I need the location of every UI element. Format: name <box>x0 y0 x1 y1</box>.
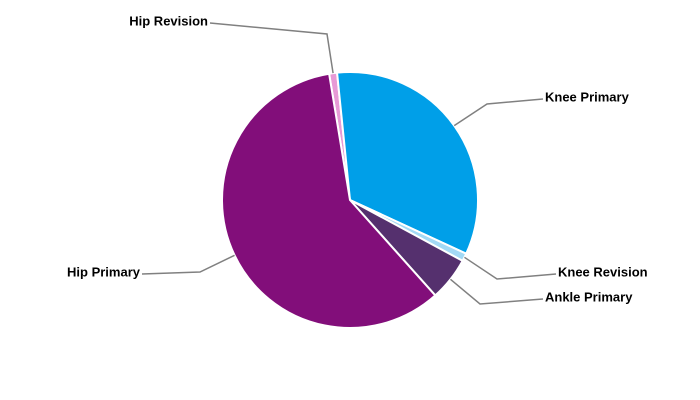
pie-slice <box>221 72 437 329</box>
leader-line <box>453 98 544 127</box>
leader-line <box>449 278 544 305</box>
slice-label: Hip Revision <box>129 13 208 28</box>
pie-slice <box>335 71 479 256</box>
slice-label: Hip Primary <box>67 264 141 279</box>
slice-label: Knee Primary <box>545 89 630 104</box>
slice-label: Knee Revision <box>558 264 648 279</box>
leader-line <box>141 254 235 275</box>
slice-label: Ankle Primary <box>545 289 633 304</box>
leader-line <box>464 256 557 280</box>
leader-line <box>209 22 334 74</box>
